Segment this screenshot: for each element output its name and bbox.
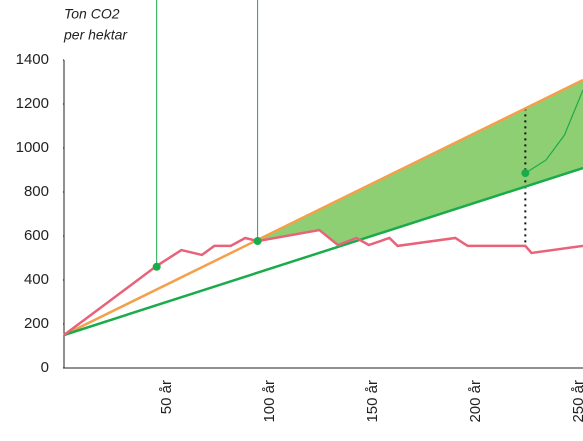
point: [152, 262, 161, 271]
y-tick-label: 400: [24, 271, 49, 288]
y-tick-label: 1000: [16, 139, 49, 156]
line: [63, 78, 583, 337]
x-tick-label: 250 år: [570, 380, 583, 423]
line: [63, 166, 583, 337]
y-tick-label: 0: [41, 359, 49, 376]
y-tick-label: 600: [24, 227, 49, 244]
y-tick-label: 800: [24, 183, 49, 200]
line: [63, 228, 583, 337]
y-tick-label: 200: [24, 315, 49, 332]
y-axis-label: Ton CO2: [64, 6, 120, 22]
point: [521, 169, 530, 178]
y-tick-label: 1400: [16, 51, 49, 68]
x-tick-label: 50 år: [158, 380, 175, 414]
x-tick-label: 200 år: [467, 380, 484, 423]
point: [253, 237, 262, 246]
y-tick-label: 1200: [16, 95, 49, 112]
x-tick-label: 150 år: [364, 380, 381, 423]
y-axis-label: per hektar: [63, 27, 128, 43]
line: [525, 89, 583, 174]
x-tick-label: 100 år: [261, 380, 278, 423]
